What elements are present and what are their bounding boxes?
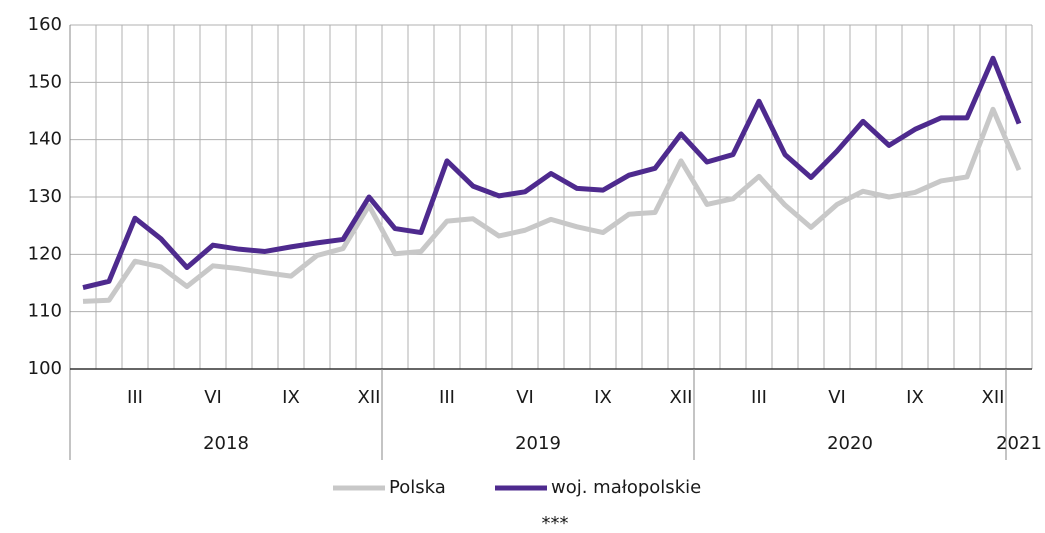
x-tick-label: XII (358, 387, 381, 408)
x-tick-label: III (751, 387, 767, 408)
series-line (82, 106, 1022, 304)
x-tick-label: IX (594, 387, 612, 408)
year-label: 2020 (827, 433, 873, 454)
year-label: 2019 (515, 433, 561, 454)
x-tick-label: IX (282, 387, 300, 408)
legend-label: woj. małopolskie (551, 477, 701, 498)
y-tick-label: 150 (28, 71, 62, 92)
x-tick-label: III (439, 387, 455, 408)
series-line (82, 55, 1022, 291)
year-label: 2018 (203, 433, 249, 454)
footnote: *** (542, 513, 569, 533)
y-tick-label: 110 (28, 301, 62, 322)
x-tick-label: XII (670, 387, 693, 408)
x-tick-label: III (127, 387, 143, 408)
x-tick-label: VI (204, 387, 222, 408)
y-tick-label: 100 (28, 358, 62, 379)
y-tick-label: 130 (28, 186, 62, 207)
y-tick-label: 160 (28, 14, 62, 35)
year-label: 2021 (996, 433, 1042, 454)
x-tick-label: VI (828, 387, 846, 408)
y-tick-label: 140 (28, 129, 62, 150)
x-tick-label: XII (982, 387, 1005, 408)
x-tick-label: VI (516, 387, 534, 408)
y-tick-label: 120 (28, 243, 62, 264)
legend-label: Polska (389, 477, 446, 498)
x-tick-label: IX (906, 387, 924, 408)
